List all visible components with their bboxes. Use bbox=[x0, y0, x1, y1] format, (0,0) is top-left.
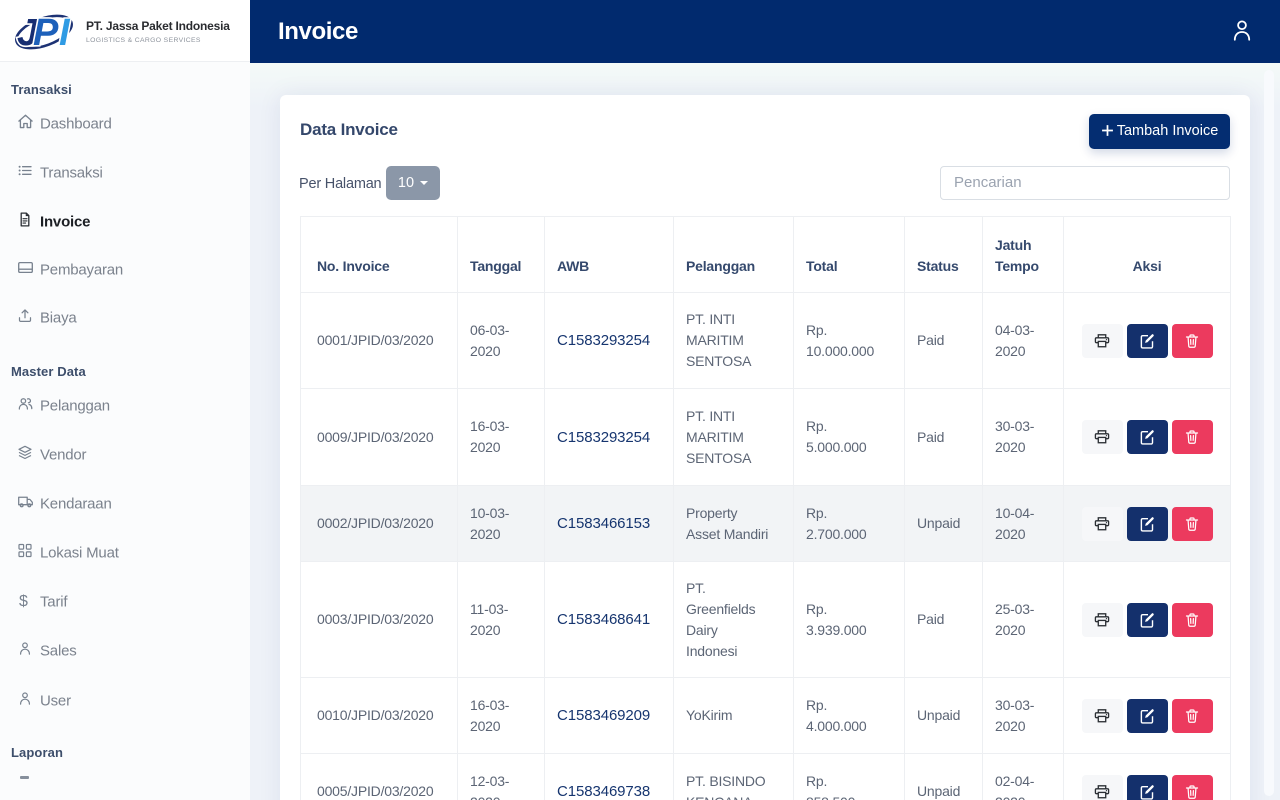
svg-text:J: J bbox=[17, 12, 39, 54]
svg-text:P: P bbox=[33, 12, 59, 54]
svg-text:I: I bbox=[59, 12, 71, 54]
